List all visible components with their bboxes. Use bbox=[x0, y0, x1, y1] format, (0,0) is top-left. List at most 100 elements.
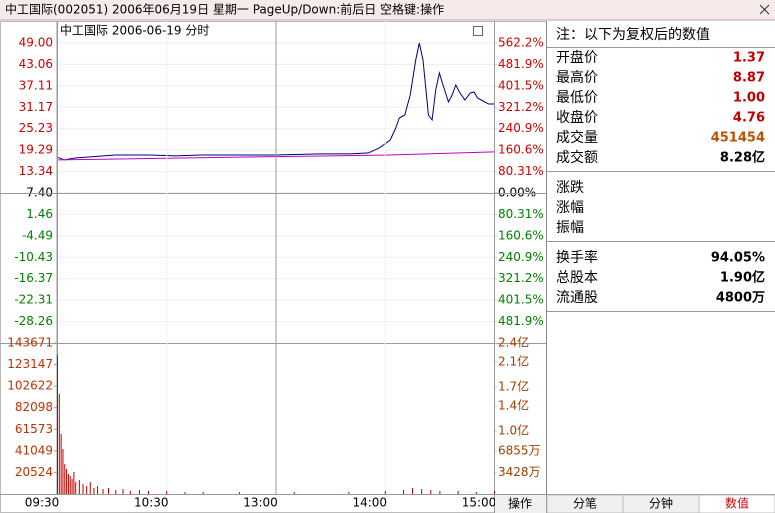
y-tick-label: 13.34 bbox=[19, 164, 53, 178]
x-tick-label: 15:00 bbox=[462, 496, 497, 510]
x-tick-label: 09:30 bbox=[25, 496, 60, 510]
tab-label[interactable]: 分笔 bbox=[573, 496, 597, 511]
info-label: 涨跌 bbox=[556, 180, 584, 196]
x-tick-label: 14:00 bbox=[352, 496, 387, 510]
y-tick-label: 49.00 bbox=[19, 36, 53, 50]
y2-tick-label: 1.7亿 bbox=[498, 379, 529, 394]
y2-tick-label: 240.9% bbox=[498, 121, 544, 135]
info-value: 8.87 bbox=[733, 71, 765, 86]
y-tick-label: 7.40 bbox=[26, 186, 53, 200]
tab-label[interactable]: 数值 bbox=[725, 496, 749, 511]
y2-tick-label: 321.2% bbox=[498, 100, 544, 114]
volume-bar bbox=[73, 472, 75, 494]
info-value: 8.28亿 bbox=[720, 150, 765, 166]
volume-bar bbox=[115, 489, 117, 494]
volume-bar bbox=[293, 492, 295, 494]
info-label: 流通股 bbox=[556, 290, 598, 306]
volume-bar bbox=[475, 492, 477, 494]
price-line bbox=[56, 42, 494, 161]
info-value: 94.05% bbox=[711, 251, 765, 266]
volume-bar bbox=[457, 491, 459, 494]
info-label: 成交量 bbox=[556, 129, 598, 146]
info-value: 451454 bbox=[711, 131, 765, 146]
y2-tick-label: 6855万 bbox=[498, 443, 541, 457]
info-label: 换手率 bbox=[556, 249, 598, 266]
y-tick-label: -22.31 bbox=[14, 293, 53, 307]
y2-tick-label: 160.6% bbox=[498, 228, 544, 242]
volume-bar bbox=[69, 475, 71, 494]
y-tick-label: 123147 bbox=[7, 357, 53, 371]
volume-bar bbox=[78, 480, 80, 494]
y2-tick-label: 2.4亿 bbox=[498, 335, 529, 350]
info-value: 4.76 bbox=[733, 111, 765, 126]
y-tick-label: 19.29 bbox=[19, 143, 53, 157]
volume-bar bbox=[148, 491, 150, 494]
volume-bar bbox=[62, 448, 64, 494]
y2-tick-label: 1.0亿 bbox=[498, 423, 529, 438]
volume-bar bbox=[93, 487, 95, 494]
info-label: 开盘价 bbox=[556, 49, 598, 66]
volume-bar bbox=[66, 468, 68, 494]
volume-bar bbox=[75, 481, 77, 494]
title-bar bbox=[0, 0, 775, 20]
volume-bar bbox=[430, 489, 432, 494]
y-tick-label: -28.26 bbox=[14, 314, 53, 328]
volume-bar bbox=[494, 491, 495, 494]
y2-tick-label: 240.9% bbox=[498, 250, 544, 264]
volume-bar bbox=[421, 488, 423, 494]
chart-title: 中工国际 2006-06-19 分时 bbox=[60, 23, 209, 38]
volume-bar bbox=[166, 491, 168, 494]
info-value: 4800万 bbox=[716, 291, 765, 306]
y-tick-label: 143671 bbox=[7, 336, 53, 350]
volume-bar bbox=[60, 433, 62, 494]
y-tick-label: 43.06 bbox=[19, 57, 53, 71]
volume-bar bbox=[58, 393, 60, 494]
y2-tick-label: 2.1亿 bbox=[498, 353, 529, 368]
info-value: 1.00 bbox=[733, 91, 765, 106]
volume-bar bbox=[82, 483, 84, 494]
volume-bar bbox=[138, 489, 140, 494]
y2-tick-label: 481.9% bbox=[498, 57, 544, 71]
y-tick-label: 31.17 bbox=[19, 100, 53, 114]
volume-bar bbox=[184, 492, 186, 494]
info-label: 最高价 bbox=[556, 69, 598, 86]
operate-button[interactable] bbox=[495, 495, 546, 513]
y2-tick-label: 80.31% bbox=[498, 207, 544, 221]
info-note: 注：以下为复权后的数值 bbox=[556, 26, 710, 43]
info-value: 1.90亿 bbox=[720, 270, 765, 286]
volume-bar bbox=[102, 488, 104, 494]
volume-bar bbox=[71, 479, 73, 494]
volume-bar bbox=[64, 463, 66, 494]
panel-toggle[interactable] bbox=[473, 26, 483, 36]
volume-bar bbox=[97, 486, 99, 494]
x-tick-label: 13:00 bbox=[243, 496, 278, 510]
volume-bar bbox=[412, 487, 414, 494]
close-button[interactable] bbox=[759, 4, 770, 15]
info-label: 总股本 bbox=[556, 270, 598, 286]
x-tick-label: 10:30 bbox=[134, 496, 169, 510]
y-tick-label: 102622 bbox=[7, 379, 53, 393]
y-tick-label: -10.43 bbox=[14, 250, 53, 264]
y-tick-label: 82098 bbox=[15, 400, 53, 414]
y-tick-label: 61573 bbox=[15, 422, 53, 436]
volume-bar bbox=[239, 492, 241, 494]
tab[interactable] bbox=[698, 494, 775, 513]
volume-bar bbox=[202, 492, 204, 494]
y-tick-label: -16.37 bbox=[14, 271, 53, 285]
y-tick-label: 1.46 bbox=[26, 207, 53, 221]
volume-bar bbox=[57, 354, 58, 494]
tab-label[interactable]: 分钟 bbox=[649, 496, 673, 511]
y2-tick-label: 0.00% bbox=[498, 186, 536, 200]
y2-tick-label: 321.2% bbox=[498, 271, 544, 285]
volume-bar bbox=[67, 473, 69, 494]
info-value: 1.37 bbox=[733, 51, 765, 66]
volume-bar bbox=[439, 491, 441, 494]
volume-bar bbox=[384, 491, 386, 494]
volume-bar bbox=[89, 481, 91, 494]
operate-label[interactable]: 操作 bbox=[508, 496, 532, 511]
info-label: 成交额 bbox=[556, 149, 598, 166]
y2-tick-label: 401.5% bbox=[498, 78, 544, 92]
y2-tick-label: 1.4亿 bbox=[498, 397, 529, 412]
